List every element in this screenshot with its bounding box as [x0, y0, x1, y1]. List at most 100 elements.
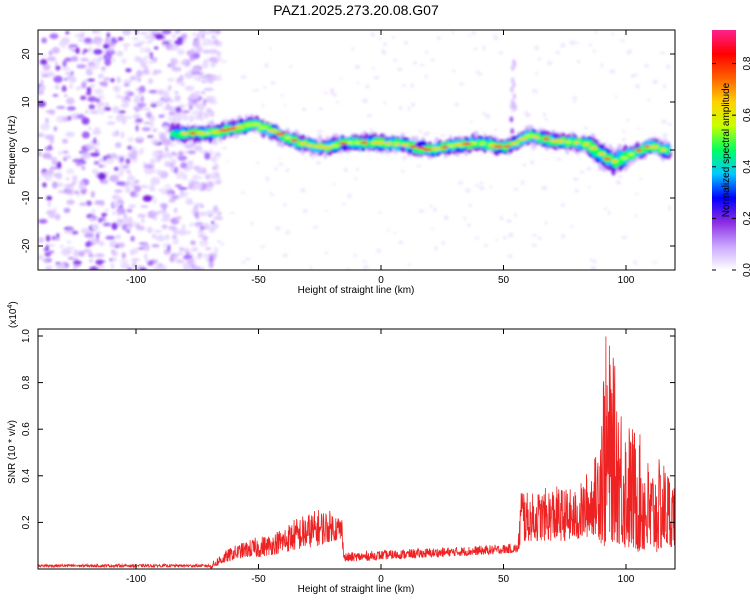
- noise-speck: [175, 259, 185, 264]
- ridge-blob: [410, 141, 416, 146]
- ridge-peak: [393, 142, 401, 146]
- noise-speck: [116, 218, 120, 224]
- y-tick-label: 10: [21, 96, 32, 108]
- noise-speck: [441, 241, 446, 245]
- noise-speck: [200, 223, 208, 227]
- ridge-peak: [218, 128, 230, 132]
- noise-speck: [464, 188, 471, 193]
- noise-speck: [510, 77, 515, 84]
- noise-speck: [411, 102, 416, 107]
- noise-speck: [86, 78, 96, 82]
- noise-speck: [142, 57, 148, 63]
- noise-speck: [191, 207, 199, 211]
- noise-speck: [86, 86, 92, 93]
- noise-speck: [89, 64, 100, 70]
- noise-speck: [163, 125, 169, 130]
- noise-speck: [471, 31, 476, 36]
- colorbar: 0.0 0.2 0.4 0.6 0.8 Normalized spectral ampl…: [712, 30, 750, 277]
- noise-speck: [132, 113, 141, 119]
- noise-speck: [275, 226, 281, 231]
- noise-speck: [51, 46, 60, 54]
- noise-speck: [89, 266, 99, 270]
- x-tick-label: 0: [378, 275, 384, 286]
- noise-speck: [398, 240, 404, 245]
- noise-speck: [106, 37, 111, 44]
- noise-speck: [169, 143, 177, 147]
- noise-speck: [45, 244, 50, 251]
- noise-speck: [146, 135, 154, 139]
- noise-speck: [204, 30, 212, 35]
- noise-speck: [47, 168, 54, 176]
- noise-speck: [622, 137, 626, 142]
- noise-speck: [393, 231, 396, 235]
- noise-speck: [91, 223, 99, 231]
- noise-speck: [146, 260, 154, 267]
- noise-speck: [89, 217, 94, 222]
- noise-speck: [659, 51, 666, 55]
- noise-speck: [122, 165, 129, 169]
- noise-speck: [125, 99, 131, 104]
- noise-speck: [52, 207, 57, 214]
- noise-speck: [78, 180, 85, 187]
- noise-speck: [201, 79, 206, 84]
- noise-speck: [175, 228, 179, 236]
- noise-speck: [93, 137, 97, 145]
- ridge-blob: [370, 143, 377, 148]
- noise-speck: [600, 63, 604, 68]
- noise-speck: [621, 235, 628, 240]
- noise-speck: [317, 129, 323, 133]
- noise-speck: [61, 138, 69, 144]
- noise-speck: [80, 57, 89, 62]
- noise-speck: [213, 205, 219, 213]
- noise-speck: [120, 208, 126, 215]
- noise-speck: [159, 133, 167, 141]
- noise-speck: [130, 249, 135, 256]
- noise-speck: [265, 176, 270, 181]
- noise-speck: [121, 252, 126, 259]
- noise-speck: [547, 60, 553, 66]
- ridge-peak: [523, 134, 536, 138]
- ridge-peak: [422, 148, 432, 152]
- noise-speck: [89, 83, 96, 89]
- noise-speck: [85, 92, 92, 96]
- noise-speck: [157, 209, 167, 214]
- noise-speck: [43, 135, 49, 138]
- noise-speck: [45, 110, 55, 113]
- noise-speck: [184, 60, 191, 67]
- noise-speck: [534, 45, 540, 51]
- noise-speck: [120, 157, 124, 163]
- noise-speck: [186, 160, 194, 166]
- noise-speck: [88, 104, 96, 110]
- noise-speck: [181, 33, 188, 39]
- noise-speck: [178, 187, 188, 190]
- noise-speck: [83, 37, 93, 44]
- noise-speck: [202, 49, 211, 54]
- noise-speck: [524, 110, 529, 116]
- noise-speck: [86, 72, 93, 76]
- noise-speck: [148, 89, 159, 94]
- ridge-peak: [346, 141, 354, 145]
- noise-speck: [216, 74, 222, 78]
- noise-speck: [330, 90, 335, 95]
- noise-speck: [126, 223, 131, 229]
- noise-speck: [661, 119, 667, 124]
- snr-background: [38, 329, 675, 569]
- noise-speck: [212, 166, 217, 171]
- noise-speck: [369, 128, 374, 131]
- noise-speck: [647, 98, 651, 102]
- noise-speck: [168, 85, 172, 90]
- noise-speck: [41, 37, 48, 44]
- noise-speck: [543, 112, 546, 118]
- noise-speck: [280, 94, 285, 97]
- ridge-peak: [470, 141, 478, 145]
- noise-speck: [179, 74, 184, 82]
- noise-speck: [167, 225, 177, 231]
- noise-speck: [351, 47, 355, 51]
- ridge-peak: [189, 131, 197, 135]
- noise-speck: [67, 115, 72, 121]
- noise-speck: [90, 109, 99, 115]
- noise-speck: [341, 202, 346, 206]
- ridge-peak: [233, 125, 245, 129]
- noise-speck: [176, 96, 180, 99]
